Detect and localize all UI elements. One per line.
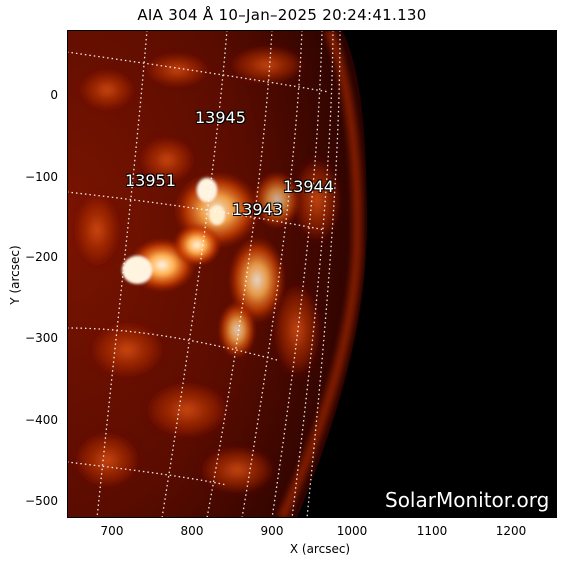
x-tick-label: 1000 xyxy=(336,524,368,538)
x-tick-label: 800 xyxy=(180,524,204,538)
x-tick-label: 1200 xyxy=(495,524,527,538)
y-tick-label: −400 xyxy=(25,413,58,427)
active-region-plage xyxy=(122,170,302,360)
region-label-13944: 13944 xyxy=(283,177,334,196)
y-tick-label: −500 xyxy=(25,494,58,508)
plot-area xyxy=(67,30,557,518)
x-tick-label: 700 xyxy=(100,524,124,538)
region-label-13951: 13951 xyxy=(125,171,176,190)
x-axis-label: X (arcsec) xyxy=(289,542,351,556)
region-label-13945: 13945 xyxy=(195,108,246,127)
y-tick-label: 0 xyxy=(50,88,58,102)
chromosphere-texture xyxy=(72,45,342,495)
y-axis-label: Y (arcsec) xyxy=(8,245,22,305)
x-tick-label: 900 xyxy=(260,524,284,538)
y-tick-label: −300 xyxy=(25,331,58,345)
coordinate-grid xyxy=(67,30,341,518)
y-tick-label: −100 xyxy=(25,170,58,184)
figure-title: AIA 304 Å 10–Jan–2025 20:24:41.130 xyxy=(137,6,427,24)
watermark: SolarMonitor.org xyxy=(385,488,550,512)
solar-disk-image xyxy=(67,30,367,518)
region-label-13943: 13943 xyxy=(232,200,283,219)
x-tick-label: 1100 xyxy=(416,524,448,538)
y-tick-label: −200 xyxy=(25,250,58,264)
